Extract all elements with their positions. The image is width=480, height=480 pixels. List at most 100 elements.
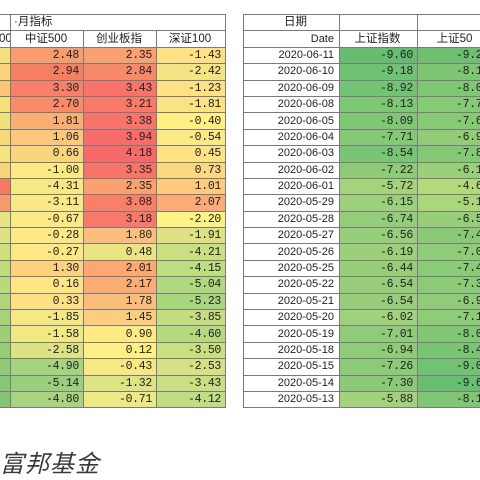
- cut-off-cell: [0, 161, 11, 179]
- value-cell: -9.29: [417, 46, 480, 65]
- cut-off-cell: [0, 341, 11, 360]
- date-cell: 2020-06-09: [243, 79, 340, 97]
- value-cell: -0.67: [10, 210, 84, 229]
- table-row: 2020-06-02-7.22-6.10: [243, 161, 480, 179]
- value-cell: 0.66: [10, 145, 84, 163]
- table-row: -3.11 3.08 2.07: [0, 194, 227, 212]
- value-cell: -4.15: [155, 259, 227, 278]
- value-cell: -6.94: [339, 341, 418, 360]
- value-cell: 4.18: [83, 145, 157, 163]
- value-cell: -8.17: [417, 390, 480, 409]
- value-cell: -7.30: [339, 374, 418, 392]
- column-header: 上证50: [417, 30, 480, 48]
- cut-off-cell: [0, 325, 11, 343]
- value-cell: 0.16: [10, 276, 84, 294]
- table-row: 2020-05-13-5.88-8.17: [243, 390, 480, 409]
- value-cell: -0.27: [10, 243, 84, 261]
- cut-off-cell: [0, 292, 11, 311]
- value-cell: -7.26: [339, 358, 418, 376]
- value-cell: -6.54: [339, 292, 418, 311]
- value-cell: 0.45: [155, 145, 227, 163]
- value-cell: 1.01: [155, 177, 227, 196]
- value-cell: -7.85: [417, 145, 480, 163]
- value-cell: -3.11: [10, 194, 84, 212]
- value-cell: -6.54: [339, 276, 418, 294]
- cut-off-cell: [0, 227, 11, 245]
- value-cell: -5.72: [339, 177, 418, 196]
- value-cell: -7.60: [417, 112, 480, 130]
- table-row: 2020-05-21-6.54-6.96: [243, 292, 480, 311]
- value-cell: 3.18: [83, 210, 157, 229]
- value-cell: 2.70: [10, 95, 84, 114]
- cut-off-cell: [0, 95, 11, 114]
- table-row: 2020-05-19-7.01-8.07: [243, 325, 480, 343]
- value-cell: -9.00: [417, 358, 480, 376]
- date-cell: 2020-06-02: [243, 161, 340, 179]
- value-cell: -1.85: [10, 309, 84, 327]
- value-cell: -5.17: [417, 194, 480, 212]
- value-cell: -0.40: [155, 112, 227, 130]
- value-cell: -1.23: [155, 79, 227, 97]
- table-row: 1.06 3.94 -0.54: [0, 128, 227, 147]
- value-cell: -7.72: [417, 95, 480, 114]
- value-cell: -8.46: [417, 341, 480, 360]
- table-row: 2.70 3.21 -1.81: [0, 95, 227, 114]
- table-row: -5.14 -1.32 -3.43: [0, 374, 227, 392]
- value-cell: -3.43: [155, 374, 227, 392]
- table-row: 2020-05-22-6.54-7.34: [243, 276, 480, 294]
- value-cell: -6.19: [339, 243, 418, 261]
- value-cell: 0.73: [155, 161, 227, 179]
- table-row: 2020-05-18-6.94-8.46: [243, 341, 480, 360]
- value-cell: -0.28: [10, 227, 84, 245]
- value-cell: 2.48: [10, 46, 84, 65]
- value-cell: -9.67: [417, 374, 480, 392]
- value-cell: -7.71: [339, 128, 418, 147]
- cut-off-cell: [0, 259, 11, 278]
- date-cell: 2020-06-04: [243, 128, 340, 147]
- date-cell: 2020-05-26: [243, 243, 340, 261]
- value-cell: -1.58: [10, 325, 84, 343]
- value-cell: -8.07: [417, 325, 480, 343]
- value-cell: -6.74: [339, 210, 418, 229]
- value-cell: -6.96: [417, 292, 480, 311]
- date-cell: 2020-06-08: [243, 95, 340, 114]
- value-cell: 0.90: [83, 325, 157, 343]
- table-row: 2020-05-27-6.56-7.43: [243, 227, 480, 245]
- value-cell: 1.81: [10, 112, 84, 130]
- value-cell: 3.08: [83, 194, 157, 212]
- table-row: 2020-06-08-8.13-7.72: [243, 95, 480, 114]
- value-cell: 0.48: [83, 243, 157, 261]
- cut-off-cell: [0, 79, 11, 97]
- cut-off-cell: [0, 63, 11, 81]
- value-cell: 3.21: [83, 95, 157, 114]
- value-cell: 2.01: [83, 259, 157, 278]
- value-cell: -3.50: [155, 341, 227, 360]
- date-cell: 2020-05-21: [243, 292, 340, 311]
- table-row: 2020-06-04-7.71-6.92: [243, 128, 480, 147]
- table-row: 2020-06-03-8.54-7.85: [243, 145, 480, 163]
- value-cell: -1.91: [155, 227, 227, 245]
- watermark-logo-text: 富邦基金: [0, 450, 100, 478]
- value-cell: -7.43: [417, 227, 480, 245]
- value-cell: 3.30: [10, 79, 84, 97]
- date-cell: 2020-05-22: [243, 276, 340, 294]
- column-header: 中证500: [10, 30, 84, 48]
- date-cell: 2020-05-28: [243, 210, 340, 229]
- value-cell: -1.43: [155, 46, 227, 65]
- value-cell: -4.60: [155, 325, 227, 343]
- table-row: 2.48 2.35 -1.43: [0, 46, 227, 65]
- value-cell: 1.45: [83, 309, 157, 327]
- table-row: 0.66 4.18 0.45: [0, 145, 227, 163]
- column-header: 00: [0, 30, 11, 48]
- value-cell: -5.23: [155, 292, 227, 311]
- value-cell: 1.30: [10, 259, 84, 278]
- table-row: -4.80 -0.71 -4.12: [0, 390, 227, 409]
- value-cell: -7.34: [417, 276, 480, 294]
- right-header-row: Date 上证指数 上证50: [243, 30, 480, 48]
- value-cell: -6.02: [339, 309, 418, 327]
- value-cell: -6.44: [339, 259, 418, 278]
- value-cell: -8.54: [339, 145, 418, 163]
- value-cell: 2.17: [83, 276, 157, 294]
- table-row: -0.28 1.80 -1.91: [0, 227, 227, 245]
- value-cell: 1.06: [10, 128, 84, 147]
